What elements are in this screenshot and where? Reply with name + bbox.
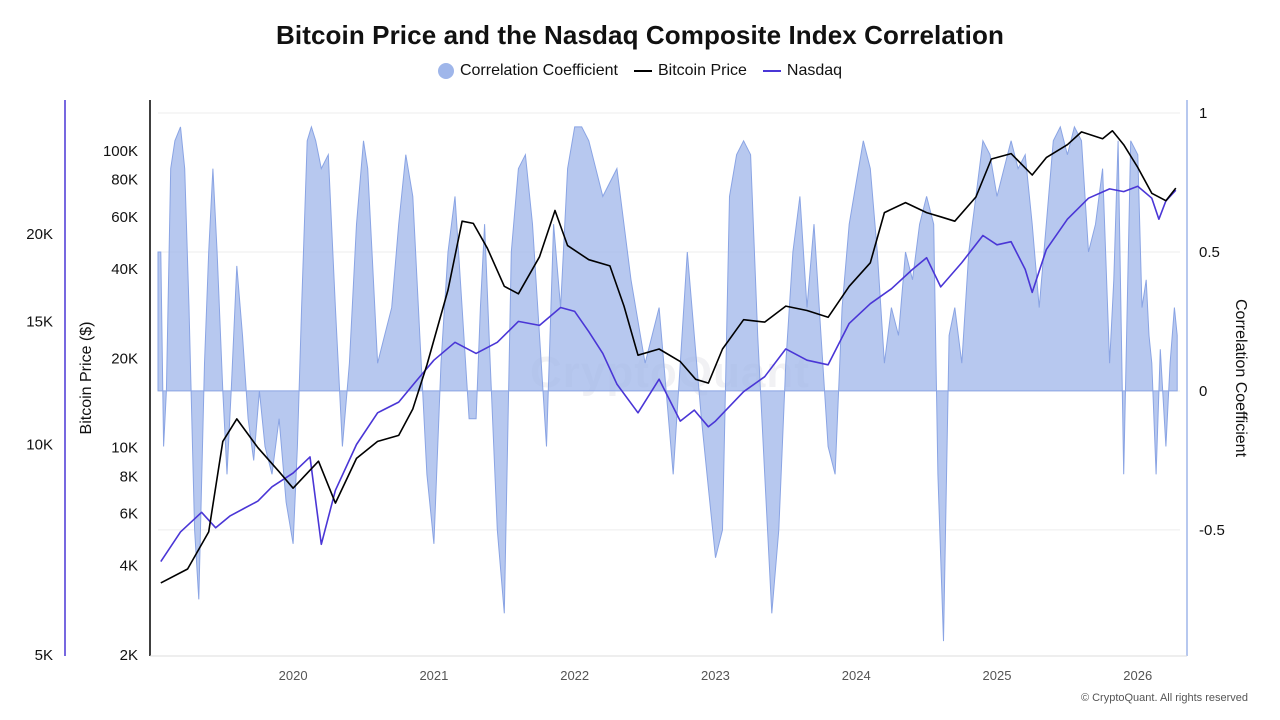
chart-title: Bitcoin Price and the Nasdaq Composite I… xyxy=(276,20,1004,50)
x-tick-label: 2020 xyxy=(279,668,308,683)
copyright: © CryptoQuant. All rights reserved xyxy=(1080,692,1248,704)
y-nasdaq-tick-label: 15K xyxy=(26,313,53,330)
y-left-tick-label: 6K xyxy=(120,505,138,522)
x-tick-label: 2025 xyxy=(983,668,1012,683)
legend-item-nasdaq[interactable]: Nasdaq xyxy=(762,62,843,80)
y-nasdaq-tick-label: 10K xyxy=(26,437,53,454)
x-tick-label: 2023 xyxy=(701,668,730,683)
y-left-tick-label: 80K xyxy=(111,172,138,189)
legend-swatch-correlation xyxy=(437,63,454,79)
legend-item-bitcoin[interactable]: Bitcoin Price xyxy=(633,62,747,80)
y-left-tick-label: 2K xyxy=(120,647,138,664)
y-nasdaq-tick-label: 20K xyxy=(26,226,53,243)
y-right-tick-label: -0.5 xyxy=(1199,522,1225,539)
axes: 2K 4K 6K 8K 10K 20K 40K 60K 80K 100K 5K 10K 15K 20K 1 0… xyxy=(26,100,1225,683)
y-left-tick-label: 40K xyxy=(111,261,138,278)
x-tick-label: 2022 xyxy=(560,668,589,683)
correlation-area-layer xyxy=(157,125,1178,642)
lines-layer xyxy=(160,130,1177,584)
series-correlation-area xyxy=(157,125,1178,642)
y-left-tick-label: 100K xyxy=(103,143,138,160)
y-left-tick-label: 8K xyxy=(120,468,138,485)
x-tick-label: 2026 xyxy=(1123,668,1152,683)
legend-label-nasdaq: Nasdaq xyxy=(786,62,843,79)
x-tick-label: 2024 xyxy=(842,668,871,683)
legend-swatch-bitcoin xyxy=(633,70,652,72)
y-left-tick-label: 4K xyxy=(120,558,138,575)
y-right-tick-label: 0.5 xyxy=(1199,244,1220,261)
legend: Correlation Coefficient Bitcoin Price Na… xyxy=(0,62,1280,80)
series-nasdaq-line xyxy=(160,185,1177,563)
legend-label-correlation: Correlation Coefficient xyxy=(459,62,618,79)
y-left-tick-label: 10K xyxy=(111,440,138,457)
y-left-tick-label: 20K xyxy=(111,350,138,367)
series-bitcoin-line xyxy=(160,130,1177,584)
y-right-tick-label: 1 xyxy=(1199,105,1207,122)
legend-swatch-nasdaq xyxy=(762,70,781,72)
y-nasdaq-tick-label: 5K xyxy=(35,647,53,664)
y-right-tick-label: 0 xyxy=(1199,383,1207,400)
y-axis-left-title: Bitcoin Price ($) xyxy=(78,322,95,435)
y-left-tick-label: 60K xyxy=(111,209,138,226)
x-tick-label: 2021 xyxy=(419,668,448,683)
legend-item-correlation[interactable]: Correlation Coefficient xyxy=(437,62,618,80)
y-axis-right-title: Correlation Coefficient xyxy=(1232,299,1249,458)
legend-label-bitcoin: Bitcoin Price xyxy=(657,62,747,79)
